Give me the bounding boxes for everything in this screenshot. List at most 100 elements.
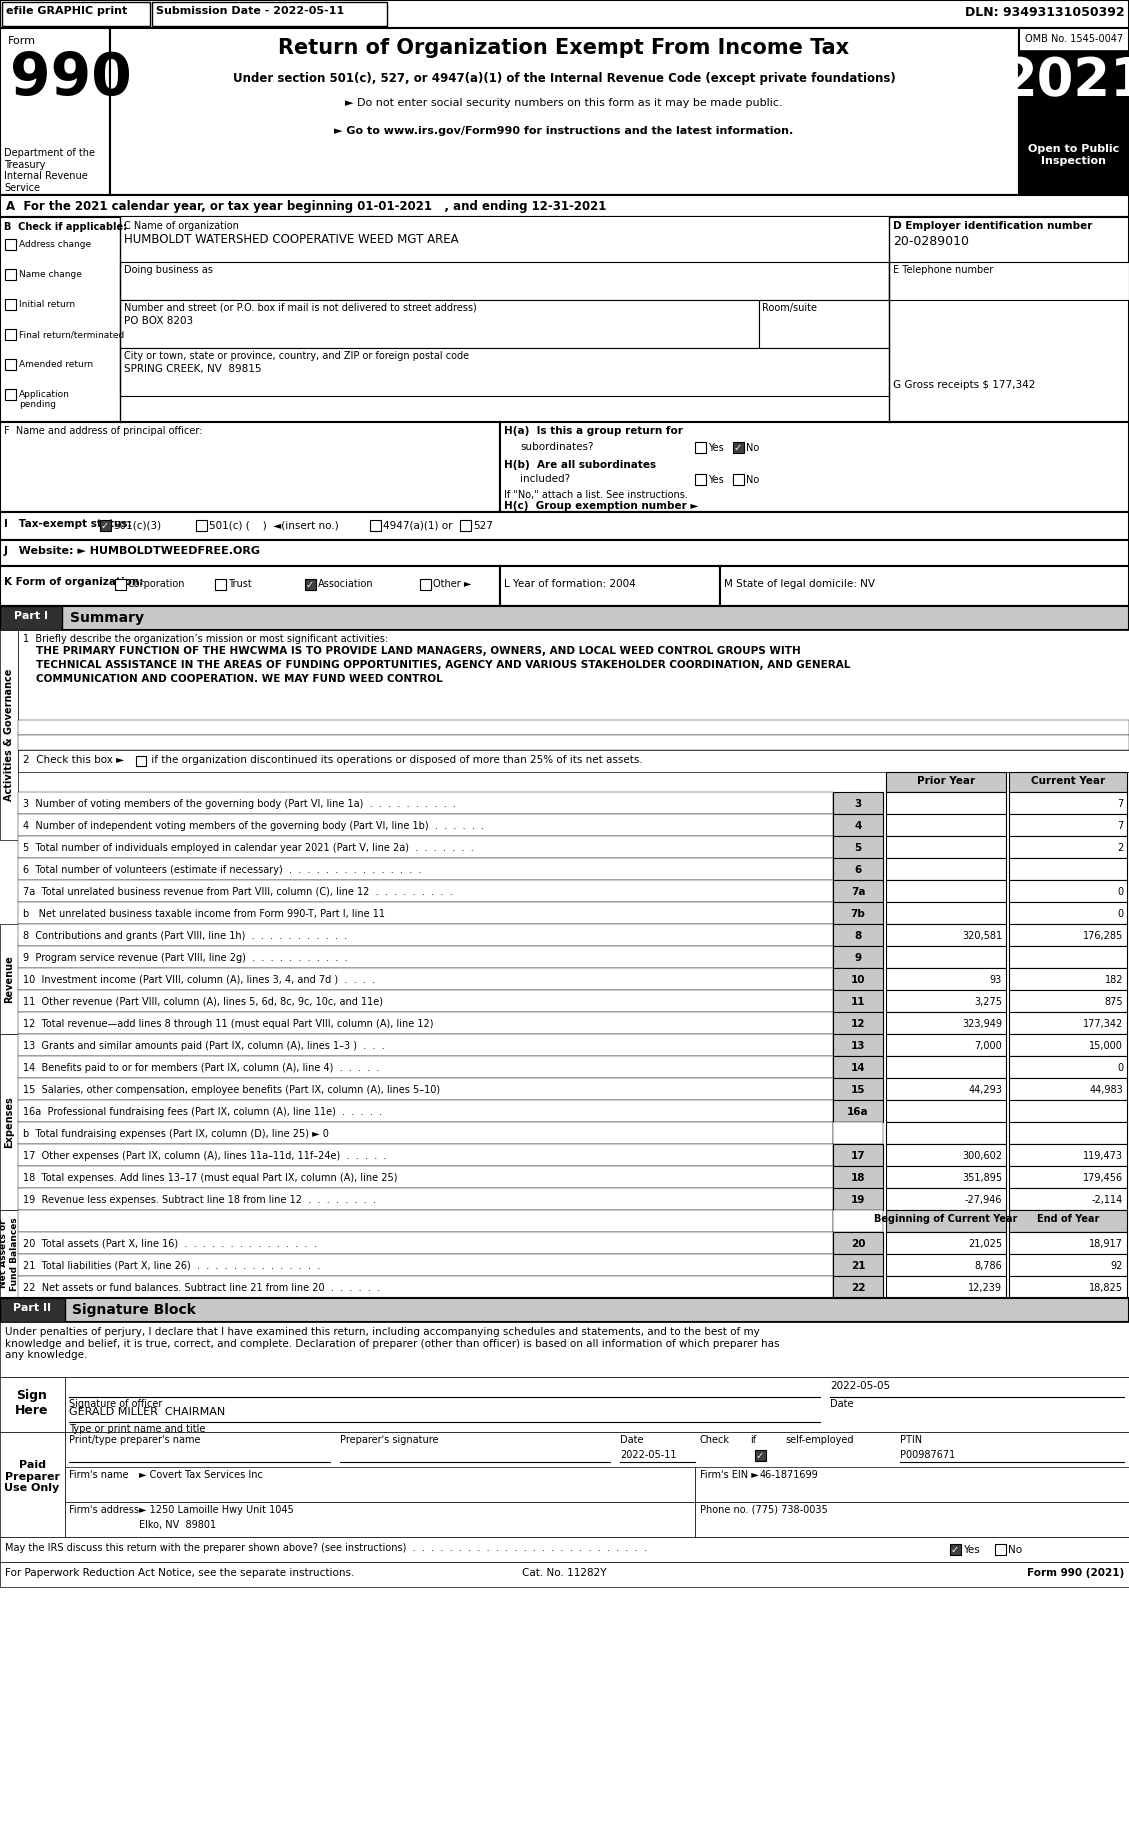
Bar [833,793,883,813]
Text: Summary: Summary [70,612,145,625]
Bar [833,924,883,946]
Bar [65,1467,695,1502]
Bar [733,442,744,453]
Bar [833,880,883,902]
Bar [1019,140,1129,196]
Text: Prior Year: Prior Year [917,776,975,785]
Bar [115,578,126,590]
Text: Under section 501(c), 527, or 4947(a)(1) of the Internal Revenue Code (except pr: Under section 501(c), 527, or 4947(a)(1)… [233,72,895,85]
Text: 15,000: 15,000 [1089,1040,1123,1052]
Bar [833,902,883,924]
Bar [18,835,833,857]
Bar [695,1467,1129,1502]
Bar [833,1100,883,1122]
Text: 20  Total assets (Part X, line 16)  .  .  .  .  .  .  .  .  .  .  .  .  .  .  .: 20 Total assets (Part X, line 16) . . . … [23,1238,317,1249]
Bar [1009,813,1127,835]
Bar [135,756,146,767]
Bar [0,1297,65,1321]
Text: ✓: ✓ [100,521,110,530]
Text: No: No [746,444,759,453]
Text: 11: 11 [851,998,865,1007]
Text: 8: 8 [855,931,861,941]
Text: May the IRS discuss this return with the preparer shown above? (see instructions: May the IRS discuss this return with the… [5,1543,647,1552]
Bar [886,1188,1006,1210]
Text: Number and street (or P.O. box if mail is not delivered to street address): Number and street (or P.O. box if mail i… [124,303,476,312]
Text: M State of legal domicile: NV: M State of legal domicile: NV [724,578,875,590]
Bar [18,902,833,924]
Bar [120,347,889,395]
Text: 351,895: 351,895 [962,1173,1003,1183]
Bar [18,1166,833,1188]
Bar [18,813,833,835]
Text: 179,456: 179,456 [1083,1173,1123,1183]
Text: b   Net unrelated business taxable income from Form 990-T, Part I, line 11: b Net unrelated business taxable income … [23,909,385,918]
Text: efile GRAPHIC print: efile GRAPHIC print [6,6,128,17]
Bar [5,359,16,370]
Text: Expenses: Expenses [5,1096,14,1148]
Bar [886,1100,1006,1122]
Text: 20-0289010: 20-0289010 [893,235,969,248]
Bar [833,946,883,968]
Text: 323,949: 323,949 [962,1018,1003,1029]
Text: 11  Other revenue (Part VIII, column (A), lines 5, 6d, 8c, 9c, 10c, and 11e): 11 Other revenue (Part VIII, column (A),… [23,998,383,1007]
Text: 320,581: 320,581 [962,931,1003,941]
Text: G Gross receipts $ 177,342: G Gross receipts $ 177,342 [893,381,1035,390]
Bar [833,1255,883,1275]
Bar [695,473,706,484]
Text: A  For the 2021 calendar year, or tax year beginning 01-01-2021   , and ending 1: A For the 2021 calendar year, or tax yea… [6,200,606,213]
Text: Doing business as: Doing business as [124,264,213,275]
Text: Check: Check [700,1436,730,1445]
Bar [18,991,833,1013]
Text: Amended return: Amended return [19,360,93,370]
Text: Sign
Here: Sign Here [16,1390,49,1417]
Bar [305,578,316,590]
Text: If "No," attach a list. See instructions.: If "No," attach a list. See instructions… [504,490,688,501]
Text: Other ►: Other ► [434,578,472,590]
Text: I   Tax-exempt status:: I Tax-exempt status: [5,519,132,529]
Bar [1009,991,1127,1013]
Bar [0,565,500,606]
Bar [1009,1100,1127,1122]
Text: self-employed: self-employed [785,1436,854,1445]
Bar [5,329,16,340]
Bar [886,1144,1006,1166]
Bar [886,1055,1006,1077]
Text: 501(c) (    )  ◄(insert no.): 501(c) ( ) ◄(insert no.) [209,521,339,530]
Bar [833,968,883,991]
Bar [1009,1013,1127,1035]
Text: 7: 7 [1117,821,1123,832]
Text: Association: Association [318,578,374,590]
Bar [833,1144,883,1166]
Text: J   Website: ► HUMBOLDTWEEDFREE.ORG: J Website: ► HUMBOLDTWEEDFREE.ORG [5,545,261,556]
Text: 13: 13 [851,1040,865,1052]
Text: 21  Total liabilities (Part X, line 26)  .  .  .  .  .  .  .  .  .  .  .  .  .  : 21 Total liabilities (Part X, line 26) .… [23,1260,321,1271]
Bar [5,388,16,399]
Bar [886,793,1006,813]
Text: 18  Total expenses. Add lines 13–17 (must equal Part IX, column (A), line 25): 18 Total expenses. Add lines 13–17 (must… [23,1173,397,1183]
Text: 15: 15 [851,1085,865,1096]
Text: Net Assets or
Fund Balances: Net Assets or Fund Balances [0,1218,19,1292]
Text: 22  Net assets or fund balances. Subtract line 21 from line 20  .  .  .  .  .  .: 22 Net assets or fund balances. Subtract… [23,1283,380,1294]
Bar [833,991,883,1013]
Bar [755,1451,765,1462]
Text: 2022-05-05: 2022-05-05 [830,1380,890,1392]
Text: 501(c)(3): 501(c)(3) [113,521,161,530]
Text: 5  Total number of individuals employed in calendar year 2021 (Part V, line 2a) : 5 Total number of individuals employed i… [23,843,474,854]
Text: if: if [750,1436,756,1445]
Bar [1009,772,1127,793]
Bar [1009,1233,1127,1255]
Bar [1009,880,1127,902]
Bar [1009,902,1127,924]
Bar [886,924,1006,946]
Bar [1009,857,1127,880]
Bar [100,519,111,530]
Text: H(a)  Is this a group return for: H(a) Is this a group return for [504,427,683,436]
Bar [18,630,1129,721]
Text: 12  Total revenue—add lines 8 through 11 (must equal Part VIII, column (A), line: 12 Total revenue—add lines 8 through 11 … [23,1018,434,1029]
Text: Signature of officer: Signature of officer [69,1399,163,1408]
Text: Yes: Yes [708,444,724,453]
Text: 21,025: 21,025 [968,1238,1003,1249]
Bar [18,1122,833,1144]
Bar [0,1297,1129,1321]
Text: 4  Number of independent voting members of the governing body (Part VI, line 1b): 4 Number of independent voting members o… [23,821,484,832]
